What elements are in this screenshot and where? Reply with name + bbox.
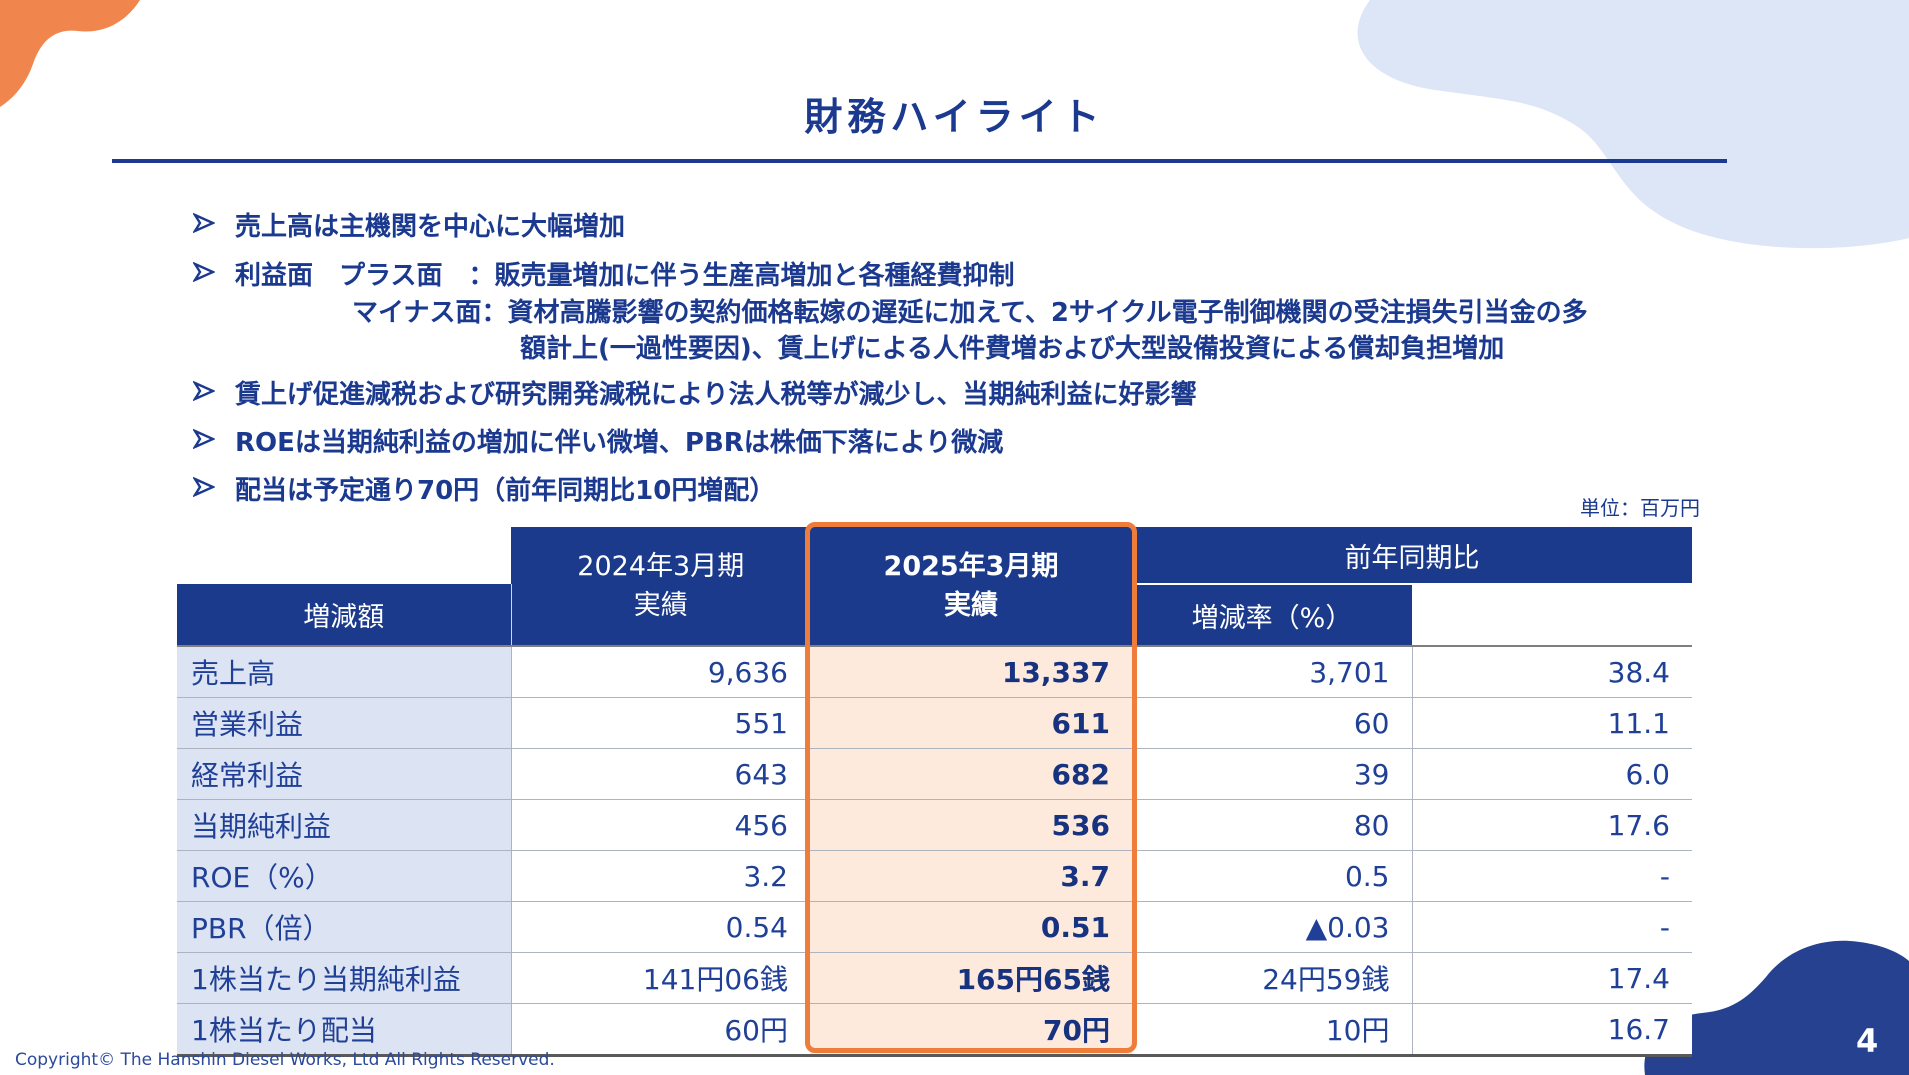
header-fy2025-line1: 2025年3月期 <box>883 550 1059 582</box>
header-fy2025: 2025年3月期 実績 <box>810 527 1132 646</box>
table-row: 営業利益 551 611 60 11.1 <box>177 697 1692 749</box>
bullet-text: 利益面 プラス面 ：販売量増加に伴う生産高増加と各種経費抑制 <box>235 261 1015 291</box>
cell-fy2025: 3.7 <box>810 850 1132 902</box>
table-row: PBR（倍） 0.54 0.51 ▲0.03 - <box>177 901 1692 953</box>
cell-fy2024: 60円 <box>511 1003 810 1057</box>
cell-fy2025: 682 <box>810 748 1132 800</box>
financial-table: 2024年3月期 実績 2025年3月期 実績 前年同期比 増減額 増減率（%） <box>177 527 1692 1057</box>
cell-fy2024: 551 <box>511 697 810 749</box>
cell-fy2024: 3.2 <box>511 850 810 902</box>
bullet-text: 額計上(一過性要因)、賃上げによる人件費増および大型設備投資による償却負担増加 <box>520 334 1505 364</box>
title-underline <box>112 159 1727 163</box>
bullet-text: マイナス面：資材高騰影響の契約価格転嫁の遅延に加えて、2サイクル電子制御機関の受… <box>352 298 1588 328</box>
bullet-line: 利益面 プラス面 ：販売量増加に伴う生産高増加と各種経費抑制 <box>191 255 1015 292</box>
cell-pct: 6.0 <box>1412 748 1692 800</box>
bullet-line: 売上高は主機関を中心に大幅増加 <box>191 206 626 243</box>
cell-fy2024: 141円06銭 <box>511 952 810 1004</box>
bullet-text: 売上高は主機関を中心に大幅増加 <box>235 212 626 242</box>
table-row: 1株当たり配当 60円 70円 10円 16.7 <box>177 1003 1692 1057</box>
cell-fy2025: 13,337 <box>810 645 1132 698</box>
bullet-continuation: 額計上(一過性要因)、賃上げによる人件費増および大型設備投資による償却負担増加 <box>520 328 1504 365</box>
cell-pct: 17.4 <box>1412 952 1692 1004</box>
table-row: 1株当たり当期純利益 141円06銭 165円65銭 24円59銭 17.4 <box>177 952 1692 1004</box>
cell-diff: 60 <box>1132 697 1413 749</box>
financial-table-wrap: 2024年3月期 実績 2025年3月期 実績 前年同期比 増減額 増減率（%） <box>177 522 1692 1057</box>
table-row: 売上高 9,636 13,337 3,701 38.4 <box>177 645 1692 698</box>
row-label: 売上高 <box>177 645 512 698</box>
row-label: 当期純利益 <box>177 799 512 851</box>
cell-diff: 39 <box>1132 748 1413 800</box>
bullet-text: 配当は予定通り70円（前年同期比10円増配） <box>235 476 776 506</box>
table-row: ROE（%） 3.2 3.7 0.5 - <box>177 850 1692 902</box>
cell-diff: 3,701 <box>1132 645 1413 698</box>
header-fy2024-line1: 2024年3月期 <box>577 550 745 582</box>
header-pct: 増減率（%） <box>1132 584 1412 646</box>
bullet-text: 賃上げ促進減税および研究開発減税により法人税等が減少し、当期純利益に好影響 <box>235 380 1197 410</box>
cell-fy2025: 536 <box>810 799 1132 851</box>
unit-note: 単位：百万円 <box>1580 496 1700 520</box>
header-yoy: 前年同期比 <box>1132 527 1692 585</box>
bullet-arrow-icon <box>191 426 216 456</box>
bullet-line: 賃上げ促進減税および研究開発減税により法人税等が減少し、当期純利益に好影響 <box>191 374 1197 411</box>
bullet-line: 配当は予定通り70円（前年同期比10円増配） <box>191 470 776 507</box>
cell-pct: 16.7 <box>1412 1003 1692 1057</box>
cell-fy2024: 643 <box>511 748 810 800</box>
bullet-arrow-icon <box>191 210 216 240</box>
header-diff: 増減額 <box>177 584 512 646</box>
row-label: ROE（%） <box>177 850 512 902</box>
cell-diff: 80 <box>1132 799 1413 851</box>
cell-pct: - <box>1412 850 1692 902</box>
cell-fy2024: 0.54 <box>511 901 810 953</box>
page-number: 4 <box>1856 1022 1879 1060</box>
cell-fy2025: 611 <box>810 697 1132 749</box>
cell-fy2024: 456 <box>511 799 810 851</box>
page-title: 財務ハイライト <box>804 95 1105 139</box>
cell-fy2025: 70円 <box>810 1003 1132 1057</box>
row-label: 経常利益 <box>177 748 512 800</box>
cell-diff: 24円59銭 <box>1132 952 1413 1004</box>
cell-pct: 17.6 <box>1412 799 1692 851</box>
bullet-arrow-icon <box>191 259 216 289</box>
copyright-text: Copyright© The Hanshin Diesel Works, Ltd… <box>15 1050 555 1070</box>
table-row: 当期純利益 456 536 80 17.6 <box>177 799 1692 851</box>
cell-diff: 10円 <box>1132 1003 1413 1057</box>
cell-pct: - <box>1412 901 1692 953</box>
cell-pct: 38.4 <box>1412 645 1692 698</box>
cell-diff: 0.5 <box>1132 850 1413 902</box>
table-row: 経常利益 643 682 39 6.0 <box>177 748 1692 800</box>
row-label: 1株当たり配当 <box>177 1003 512 1057</box>
bullet-arrow-icon <box>191 474 216 504</box>
bullet-continuation: マイナス面：資材高騰影響の契約価格転嫁の遅延に加えて、2サイクル電子制御機関の受… <box>352 292 1588 329</box>
row-label: PBR（倍） <box>177 901 512 953</box>
header-fy2025-line2: 実績 <box>944 590 998 621</box>
row-label: 営業利益 <box>177 697 512 749</box>
header-fy2024-line2: 実績 <box>633 590 688 621</box>
bullet-arrow-icon <box>191 378 216 408</box>
cell-fy2025: 0.51 <box>810 901 1132 953</box>
row-label: 1株当たり当期純利益 <box>177 952 512 1004</box>
bullet-text: ROEは当期純利益の増加に伴い微増、PBRは株価下落により微減 <box>235 428 1004 458</box>
bullet-line: ROEは当期純利益の増加に伴い微増、PBRは株価下落により微減 <box>191 422 1004 459</box>
cell-fy2025: 165円65銭 <box>810 952 1132 1004</box>
cell-pct: 11.1 <box>1412 697 1692 749</box>
header-blank-cell <box>177 527 511 584</box>
cell-fy2024: 9,636 <box>511 645 810 698</box>
header-fy2024: 2024年3月期 実績 <box>511 527 810 646</box>
cell-diff: ▲0.03 <box>1132 901 1413 953</box>
